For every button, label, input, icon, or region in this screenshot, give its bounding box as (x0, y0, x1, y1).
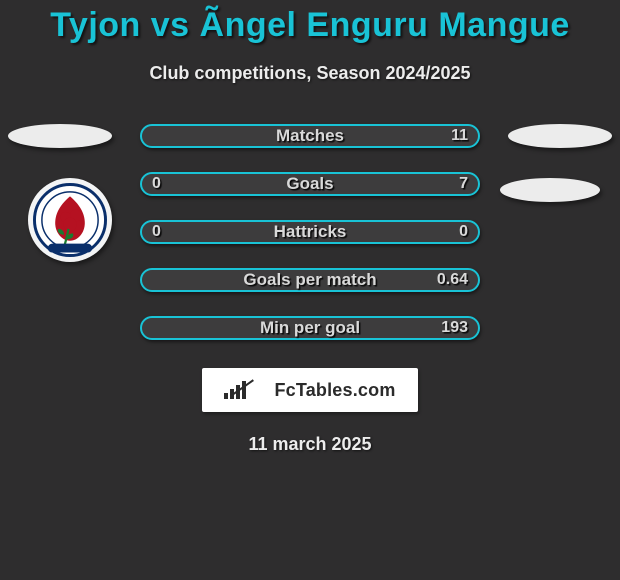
player-right-oval-1 (508, 124, 612, 148)
stat-row: Goals per match 0.64 (140, 268, 480, 292)
stat-value-right: 7 (459, 175, 468, 193)
trend-line-icon (251, 381, 271, 399)
stat-label: Goals per match (142, 270, 478, 290)
stat-value-left: 0 (152, 223, 161, 241)
stat-value-left: 0 (152, 175, 161, 193)
subtitle: Club competitions, Season 2024/2025 (0, 63, 620, 84)
stat-label: Goals (142, 174, 478, 194)
stat-label: Min per goal (142, 318, 478, 338)
stat-value-right: 11 (451, 127, 468, 145)
stat-label: Hattricks (142, 222, 478, 242)
stat-value-right: 193 (441, 319, 468, 337)
player-right-oval-2 (500, 178, 600, 202)
stat-label: Matches (142, 126, 478, 146)
stat-value-right: 0.64 (437, 271, 468, 289)
date-label: 11 march 2025 (0, 434, 620, 455)
stat-row: 0 Goals 7 (140, 172, 480, 196)
stat-row: 0 Hattricks 0 (140, 220, 480, 244)
stat-row: Min per goal 193 (140, 316, 480, 340)
page-title: Tyjon vs Ãngel Enguru Mangue (0, 0, 620, 45)
club-badge (28, 178, 112, 262)
fctables-logo: FcTables.com (202, 368, 418, 412)
player-left-oval-1 (8, 124, 112, 148)
stat-row: Matches 11 (140, 124, 480, 148)
logo-text: FcTables.com (274, 380, 395, 401)
stat-value-right: 0 (459, 223, 468, 241)
blackburn-rovers-crest-icon (33, 183, 107, 257)
